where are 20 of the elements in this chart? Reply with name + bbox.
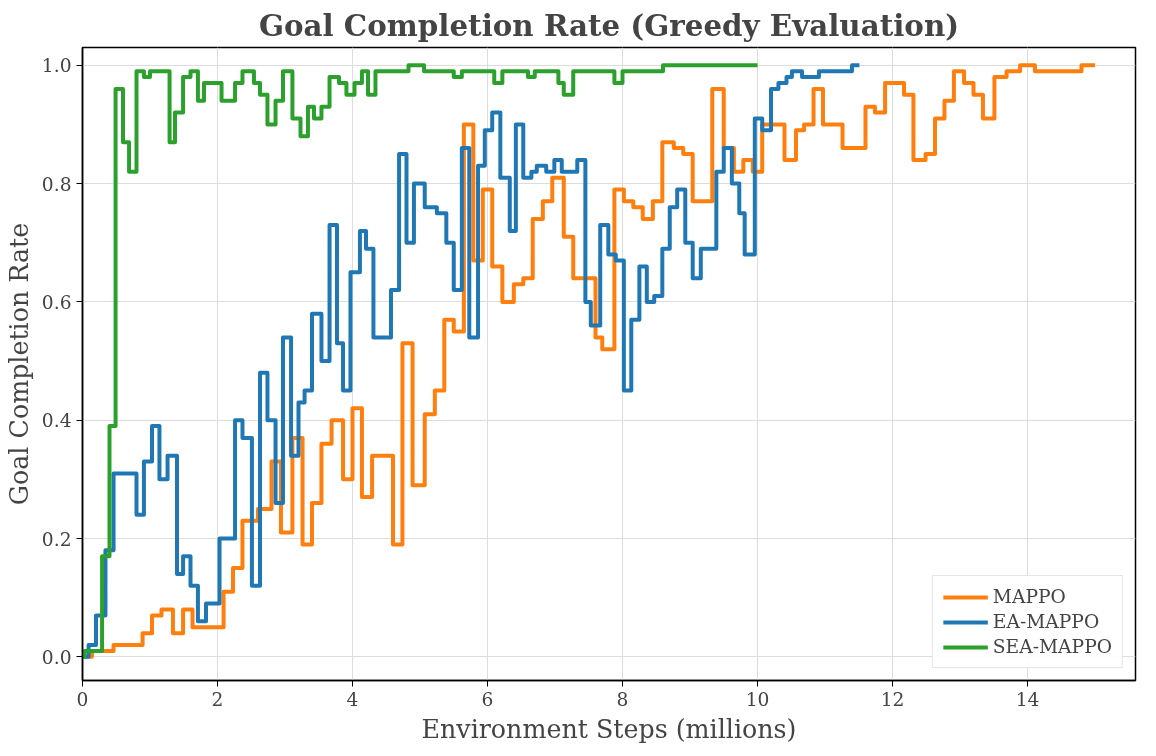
y-tick-label: 0.6 xyxy=(41,291,72,313)
x-tick-label: 0 xyxy=(76,688,89,710)
x-tick-label: 4 xyxy=(346,688,359,710)
y-tick-label: 1.0 xyxy=(41,55,72,77)
y-tick-label: 0.8 xyxy=(41,173,72,195)
chart-title: Goal Completion Rate (Greedy Evaluation) xyxy=(258,7,960,43)
legend-label: EA-MAPPO xyxy=(992,611,1100,632)
y-tick-label: 0.4 xyxy=(41,410,72,432)
legend-label: MAPPO xyxy=(992,586,1066,607)
legend-label: SEA-MAPPO xyxy=(992,636,1112,657)
x-tick-label: 14 xyxy=(1015,688,1040,710)
x-tick-label: 8 xyxy=(616,688,629,710)
x-tick-label: 12 xyxy=(880,688,905,710)
x-tick-label: 2 xyxy=(211,688,224,710)
x-tick-label: 6 xyxy=(481,688,494,710)
y-tick-label: 0.2 xyxy=(41,528,72,550)
x-axis-title: Environment Steps (millions) xyxy=(421,713,797,744)
y-tick-label: 0.0 xyxy=(41,646,72,668)
y-axis-title: Goal Completion Rate xyxy=(3,222,34,506)
x-tick-label: 10 xyxy=(745,688,770,710)
